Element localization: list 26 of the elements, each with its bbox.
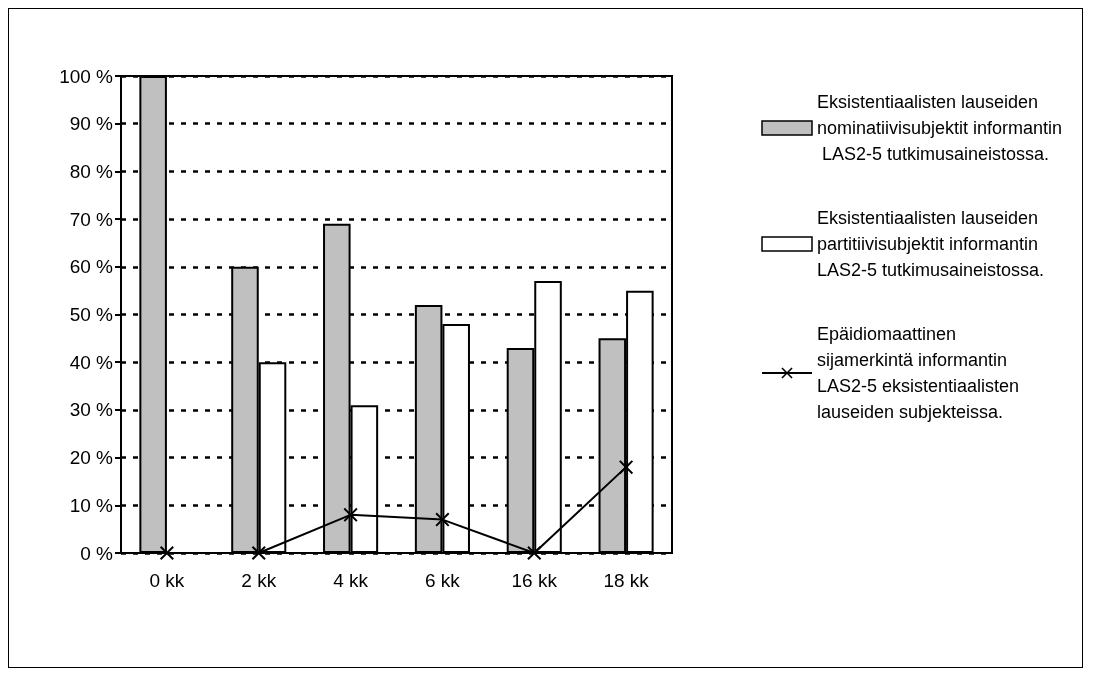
x-tick-label: 0 kk — [149, 570, 185, 591]
x-tick-label: 16 kk — [511, 570, 558, 591]
y-tick-label: 0 % — [80, 542, 114, 564]
point — [527, 546, 542, 560]
legend-label: Epäidiomaattinen sijamerkintä informantin LAS2-5 eksistentiaalisten lauseiden subjekteissa. — [817, 324, 1025, 422]
y-tick-label: 90 % — [69, 113, 114, 135]
point — [435, 512, 450, 527]
legend-label: Eksistentiaalisten lauseiden nominatiivisubjektit informantin LAS2-5 tutkimusaineistossa. — [817, 92, 1063, 164]
y-tick-label: 40 % — [69, 351, 114, 373]
y-tick-label: 30 % — [69, 399, 114, 421]
y-tick-label: 70 % — [69, 208, 114, 230]
point — [159, 546, 174, 560]
y-tick-label: 60 % — [69, 256, 114, 278]
y-tick-label: 50 % — [69, 304, 114, 325]
y-tick-label: 80 % — [69, 160, 114, 182]
point — [343, 507, 358, 522]
x-tick-label: 4 kk — [333, 570, 369, 591]
legend-label: Eksistentiaalisten lauseiden partitiivisubjektit informantin LAS2-5 tutkimusaineistossa. — [817, 208, 1045, 280]
point — [619, 460, 634, 475]
y-tick-label: 20 % — [69, 447, 114, 469]
y-tick-label: 100 % — [59, 65, 114, 87]
x-tick-label: 6 kk — [424, 570, 461, 591]
y-tick-label: 10 % — [69, 494, 114, 516]
point — [251, 546, 266, 560]
x-tick-label: 2 kk — [241, 570, 277, 591]
x-tick-label: 18 kk — [603, 570, 650, 591]
